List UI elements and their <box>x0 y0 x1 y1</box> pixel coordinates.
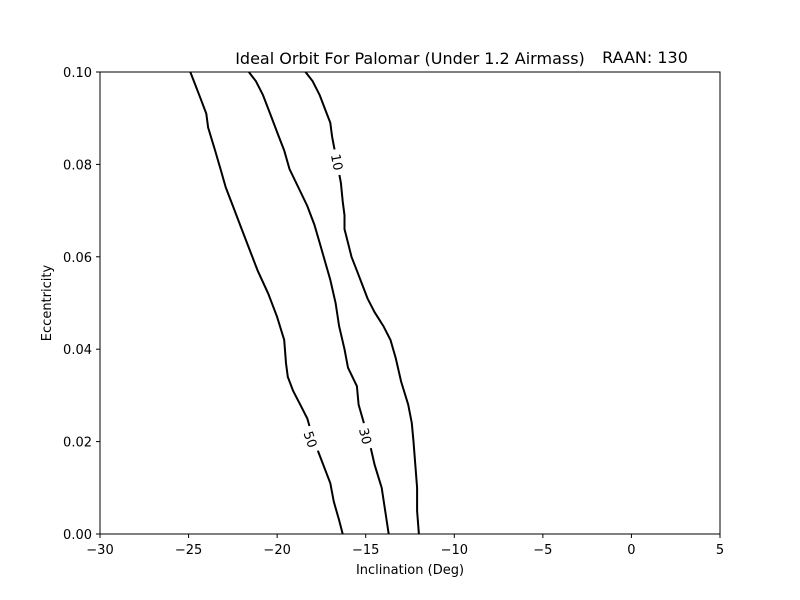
x-tick-label: −20 <box>263 543 290 558</box>
contour-line-30 <box>248 71 390 535</box>
chart-title: Ideal Orbit For Palomar (Under 1.2 Airma… <box>235 49 585 68</box>
contour-line-50 <box>189 71 344 535</box>
x-tick-label: −25 <box>175 543 202 558</box>
contour-line-10 <box>304 71 420 535</box>
contour-label-10: 10 <box>327 153 345 172</box>
y-tick-label: 0.02 <box>63 436 92 451</box>
y-tick-label: 0.06 <box>63 251 92 266</box>
contour-lines: 10 30 50 <box>189 71 420 535</box>
y-tick-label: 0.08 <box>63 158 92 173</box>
plot-frame <box>99 71 721 535</box>
x-tick-label: −30 <box>86 543 113 558</box>
x-axis-label: Inclination (Deg) <box>356 563 464 578</box>
x-tick-label: −10 <box>441 543 468 558</box>
y-tick-label: 0.04 <box>63 343 92 358</box>
y-axis-label: Eccentricity <box>40 265 55 342</box>
chart-subtitle: RAAN: 130 <box>602 48 688 67</box>
contour-label-50: 50 <box>300 430 319 450</box>
y-tick-label: 0.10 <box>63 66 92 81</box>
x-tick-label: −5 <box>533 543 552 558</box>
y-tick-label: 0.00 <box>63 528 92 543</box>
y-axis: 0.00 0.02 0.04 0.06 0.08 0.10 <box>63 66 100 543</box>
contour-label-30: 30 <box>355 427 374 447</box>
x-tick-label: 5 <box>716 543 724 558</box>
x-tick-label: 0 <box>627 543 635 558</box>
x-tick-label: −15 <box>352 543 379 558</box>
x-axis: −30 −25 −20 −15 −10 −5 0 5 <box>86 534 724 558</box>
